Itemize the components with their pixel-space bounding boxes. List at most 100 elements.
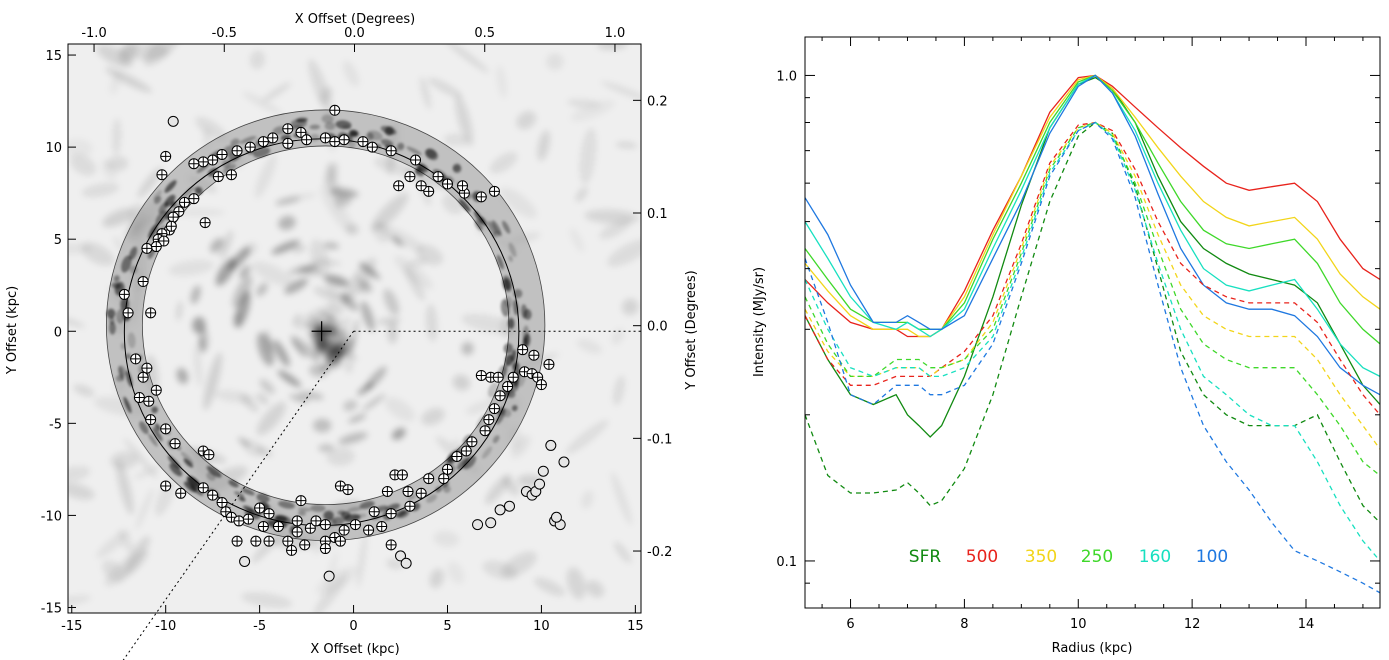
source-point-crossed (479, 425, 491, 437)
source-point-crossed (216, 148, 228, 160)
series-line-solid-500 (805, 74, 1380, 338)
left-axis-label: Y Offset (kpc) (5, 286, 20, 375)
source-point-crossed (158, 235, 170, 247)
source-point-crossed (244, 141, 256, 153)
center-cross-marker (311, 321, 332, 342)
source-point-crossed (282, 123, 294, 135)
x-tick-label: 0 (349, 619, 357, 634)
source-point-crossed (415, 180, 427, 192)
source-point-crossed (338, 524, 350, 536)
source-point-crossed (137, 371, 149, 383)
source-point-crossed (475, 369, 487, 381)
source-point-crossed (122, 307, 134, 319)
profile-frame (804, 36, 1381, 609)
source-point-plain (485, 517, 497, 529)
y-tick-label: 15 (45, 49, 62, 64)
source-point-crossed (165, 220, 177, 232)
source-point-crossed (488, 403, 500, 415)
source-point-crossed (267, 132, 279, 144)
left-map-panel: -15 -10 -5 0 5 10 15 -15 -10 -5 0 5 10 15 -1.0 -0.5 0.0 0… (5, 12, 699, 660)
source-point-crossed (404, 500, 416, 512)
source-point-crossed (494, 390, 506, 402)
right-tick-label: -0.1 (647, 432, 672, 447)
source-point-crossed (310, 515, 322, 527)
source-point-crossed (366, 141, 378, 153)
source-point-plain (534, 478, 546, 490)
y-axis-label: Intensity (MJy/sr) (752, 267, 767, 377)
source-point-crossed (507, 371, 519, 383)
x-tick-label: 10 (533, 619, 550, 634)
series-line-dashed-350 (805, 121, 1380, 450)
source-point-crossed (334, 535, 346, 547)
y-tick-label: 0.1 (776, 555, 797, 570)
source-point-crossed (466, 436, 478, 448)
source-point-crossed (257, 520, 269, 532)
x-axis-label: Radius (kpc) (1052, 641, 1133, 656)
source-point-crossed (257, 136, 269, 148)
source-point-crossed (502, 381, 514, 393)
source-point-crossed (272, 520, 284, 532)
source-point-crossed (212, 171, 224, 183)
legend-entry-100: 100 (1196, 547, 1228, 567)
source-point-crossed (319, 519, 331, 531)
y-tick-label: -5 (49, 417, 62, 432)
source-point-crossed (188, 158, 200, 170)
source-point-crossed (145, 414, 157, 426)
source-point-crossed (460, 445, 472, 457)
source-point-crossed (357, 136, 369, 148)
series-line-dashed-160 (805, 121, 1380, 562)
source-point-crossed (282, 535, 294, 547)
source-point-crossed (535, 379, 547, 391)
source-point-crossed (393, 180, 405, 192)
source-point-crossed (207, 489, 219, 501)
source-point-plain (550, 511, 562, 523)
source-point-crossed (233, 515, 245, 527)
source-point-plain (167, 115, 179, 127)
source-point-crossed (517, 344, 529, 356)
y-tick-label: 1.0 (776, 69, 797, 84)
series-line-dashed-100 (805, 121, 1380, 594)
source-point-crossed (286, 544, 298, 556)
source-point-crossed (396, 469, 408, 481)
source-point-crossed (133, 392, 145, 404)
source-point-crossed (178, 196, 190, 208)
source-point-crossed (423, 473, 435, 485)
source-point-crossed (216, 497, 228, 509)
legend-entry-250: 250 (1081, 547, 1113, 567)
source-point-crossed (141, 242, 153, 254)
source-point-crossed (415, 487, 427, 499)
source-point-crossed (329, 136, 341, 148)
source-point-plain (395, 550, 407, 562)
x-tick-label: -15 (61, 619, 82, 634)
source-point-crossed (145, 307, 157, 319)
source-point-crossed (188, 193, 200, 205)
source-point-crossed (381, 485, 393, 497)
y-tick-label: -15 (41, 601, 62, 616)
source-point-crossed (385, 508, 397, 520)
source-point-crossed (291, 526, 303, 538)
right-tick-label: 0.2 (647, 94, 668, 109)
legend: SFR 500 350 250 160 100 (909, 547, 1228, 567)
source-point-crossed (319, 132, 331, 144)
source-point-crossed (225, 169, 237, 181)
source-point-crossed (263, 535, 275, 547)
right-tick-label: 0.1 (647, 207, 668, 222)
x-tick-label: 14 (1298, 617, 1315, 632)
x-tick-label: 10 (1070, 617, 1087, 632)
inner-structure (176, 187, 474, 457)
series-line-solid-160 (805, 74, 1380, 377)
source-point-crossed (160, 150, 172, 162)
x-tick-label: 15 (627, 619, 644, 634)
source-point-crossed (299, 539, 311, 551)
source-point-crossed (291, 515, 303, 527)
source-point-crossed (438, 473, 450, 485)
source-point-crossed (363, 524, 375, 536)
source-point-crossed (207, 154, 219, 166)
right-tick-label: -0.2 (647, 545, 672, 560)
source-point-crossed (141, 362, 153, 374)
source-point-crossed (543, 358, 555, 370)
series-line-dashed-sfr (805, 121, 1380, 523)
source-point-crossed (250, 535, 262, 547)
source-point-crossed (118, 288, 130, 300)
